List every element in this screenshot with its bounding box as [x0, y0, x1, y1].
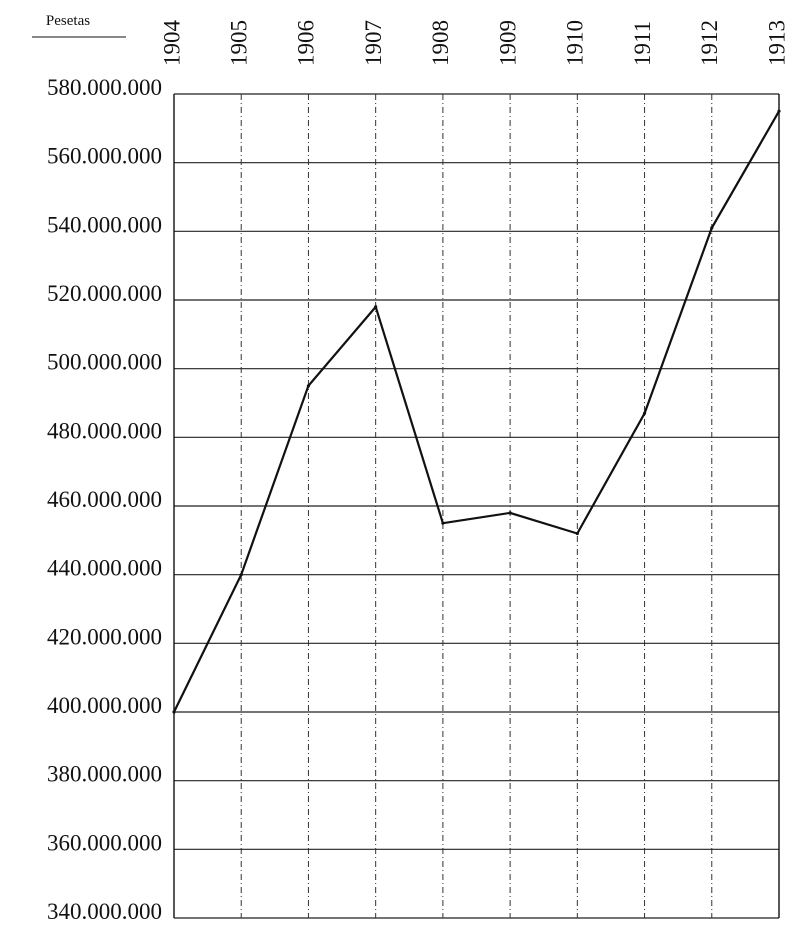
- y-tick-label: 460.000.000: [47, 487, 162, 512]
- y-tick-label: 400.000.000: [47, 693, 162, 718]
- x-tick-label: 1908: [428, 20, 453, 66]
- y-tick-label: 540.000.000: [47, 212, 162, 237]
- y-tick-label: 420.000.000: [47, 624, 162, 649]
- data-point: [306, 384, 311, 388]
- x-tick-label: 1904: [159, 20, 184, 67]
- horizontal-gridlines: [174, 93, 779, 919]
- y-tick-label: 520.000.000: [47, 281, 162, 306]
- x-tick-label: 1913: [764, 20, 785, 66]
- x-tick-label: 1906: [294, 20, 319, 66]
- data-point: [642, 411, 647, 415]
- unit-label: Pesetas: [46, 13, 90, 29]
- vertical-gridlines: [173, 94, 780, 918]
- y-tick-label: 480.000.000: [47, 418, 162, 443]
- y-tick-label: 500.000.000: [47, 350, 162, 375]
- series-lines: [172, 109, 781, 714]
- y-tick-label: 560.000.000: [47, 144, 162, 169]
- unit-header: Pesetas: [32, 13, 126, 38]
- data-point: [374, 305, 378, 309]
- x-tick-label: 1905: [227, 20, 252, 66]
- data-point: [508, 511, 512, 515]
- y-tick-label: 440.000.000: [47, 556, 162, 581]
- data-point: [575, 531, 579, 536]
- x-tick-label: 1907: [361, 20, 386, 66]
- y-tick-label: 380.000.000: [47, 762, 162, 787]
- data-point: [777, 109, 781, 113]
- x-tick-label: 1911: [630, 21, 655, 66]
- y-tick-label: 360.000.000: [47, 830, 162, 855]
- x-tick-label: 1912: [697, 20, 722, 66]
- data-point: [239, 573, 243, 577]
- data-point: [441, 521, 445, 525]
- x-axis-tick-labels: 1904 1905 1906 1907 1908 1909 1910 1911 1912 1913: [159, 20, 785, 67]
- x-tick-label: 1909: [495, 20, 520, 66]
- data-point: [710, 226, 714, 230]
- data-point: [172, 710, 176, 714]
- x-tick-label: 1910: [563, 20, 588, 66]
- y-axis-tick-labels: 580.000.000 560.000.000 540.000.000 520.000…: [47, 75, 162, 924]
- y-tick-label: 340.000.000: [47, 899, 162, 924]
- series-line: [173, 110, 780, 713]
- y-tick-label: 580.000.000: [47, 75, 162, 100]
